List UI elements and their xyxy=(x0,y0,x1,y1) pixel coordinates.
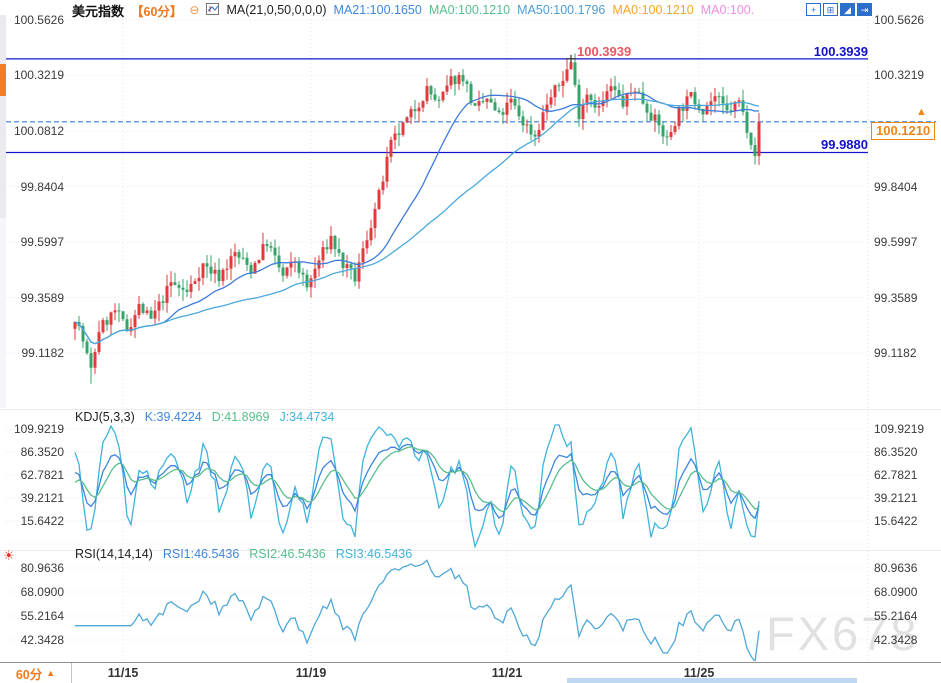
chart-header: 美元指数 【60分】 ⊖ MA(21,0,50,0,0,0) MA21:100.… xyxy=(72,2,802,18)
kdj-j-value: J:34.4734 xyxy=(279,410,335,424)
indicator-settings-icon[interactable]: ☀ xyxy=(3,548,15,563)
support-axis-label: 99.9880 xyxy=(821,137,868,152)
symbol-title: 美元指数 xyxy=(72,3,125,19)
ma0-orange-value: MA0:100.1210 xyxy=(612,3,694,17)
kdj-k-value: K:39.4224 xyxy=(144,410,202,424)
rsi-header: RSI(14,14,14) RSI1:46.5436 RSI2:46.5436 … xyxy=(75,547,412,561)
x-axis-date: 11/25 xyxy=(683,666,715,680)
price-up-arrow-icon: ▲ xyxy=(916,106,927,118)
rsi1-value: RSI1:46.5436 xyxy=(162,547,240,561)
period-up-arrow-icon: ▲ xyxy=(46,668,56,678)
ma21-value: MA21:100.1650 xyxy=(333,3,422,17)
kdj-d-value: D:41.8969 xyxy=(211,410,270,424)
kdj-name: KDJ(5,3,3) xyxy=(75,410,135,424)
left-range-thumb[interactable] xyxy=(0,64,6,96)
ma0-pink-value: MA0:100. xyxy=(700,3,755,17)
watermark: FX678 xyxy=(766,607,920,660)
rsi-name: RSI(14,14,14) xyxy=(75,547,153,561)
footer-period-label: 60分 xyxy=(15,667,43,682)
ma50-value: MA50:100.1796 xyxy=(517,3,606,17)
chart-type-icon[interactable] xyxy=(206,2,220,18)
horizontal-scrollbar-thumb[interactable] xyxy=(567,678,857,683)
resistance-price-label: 100.3939 xyxy=(577,44,632,59)
axis-scale-icon[interactable]: ⊞ xyxy=(823,3,838,16)
auto-fit-icon[interactable]: ◢ xyxy=(840,3,855,16)
left-range-track-lower xyxy=(0,218,6,408)
x-axis-date: 11/15 xyxy=(107,666,139,680)
left-range-track xyxy=(0,15,6,218)
chart-toolbar: + ⊞ ◢ ⇥ xyxy=(806,3,872,16)
current-price-tag: 100.1210 xyxy=(871,122,936,140)
pan-tool-icon[interactable]: + xyxy=(806,3,821,16)
rsi2-value: RSI2:46.5436 xyxy=(249,547,326,561)
period-selector[interactable]: 60分 ▲ xyxy=(0,663,72,683)
period-label: 【60分】 xyxy=(131,4,183,19)
x-axis-date: 11/21 xyxy=(491,666,523,680)
ma-settings-label: MA(21,0,50,0,0,0) xyxy=(226,3,327,17)
x-axis-date: 11/19 xyxy=(295,666,327,680)
exit-fullscreen-icon[interactable]: ⇥ xyxy=(857,3,872,16)
rsi3-value: RSI3:46.5436 xyxy=(335,547,413,561)
time-axis-bar: 60分 ▲ 11/15 11/19 11/21 11/25 xyxy=(0,662,941,683)
collapse-icon[interactable]: ⊖ xyxy=(189,3,200,17)
kdj-header: KDJ(5,3,3) K:39.4224 D:41.8969 J:34.4734 xyxy=(75,410,334,424)
resistance-axis-label: 100.3939 xyxy=(813,44,868,59)
ma0-green-value: MA0:100.1210 xyxy=(428,3,511,17)
